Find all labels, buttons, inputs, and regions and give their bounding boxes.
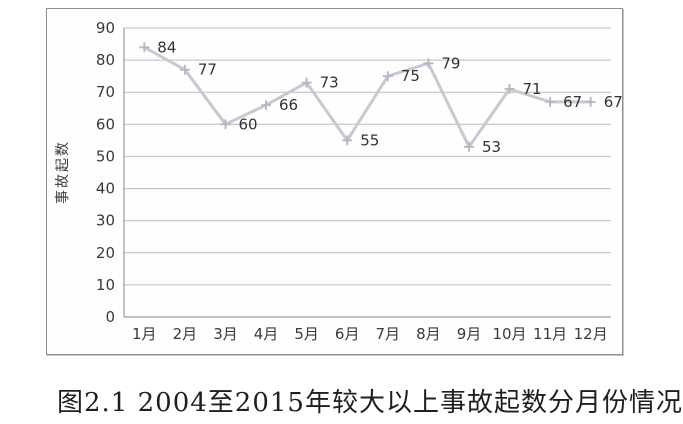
data-point-marker [139, 42, 150, 53]
data-point-marker [545, 96, 556, 107]
chart-frame: 0 10 20 30 40 50 60 70 80 90 1月 2月 3月 4月 5月 6月 7月 8月 9月 10月… [46, 8, 623, 355]
data-label: 67 [563, 93, 582, 111]
x-tick-label: 12月 [574, 325, 608, 343]
data-point-marker [301, 77, 312, 88]
x-tick-label: 3月 [213, 325, 238, 343]
data-point-marker [464, 141, 474, 152]
y-tick-label: 80 [96, 51, 115, 69]
data-label: 55 [360, 131, 379, 149]
series-line [142, 45, 593, 149]
data-point-marker [342, 135, 353, 146]
x-tick-label: 4月 [254, 325, 279, 343]
data-label: 75 [401, 67, 420, 85]
data-point-marker [585, 96, 596, 107]
x-tick-label: 10月 [492, 325, 526, 343]
data-label: 71 [523, 80, 542, 98]
data-label: 53 [482, 138, 501, 156]
y-tick-label: 40 [96, 180, 115, 198]
data-label: 79 [441, 54, 460, 72]
data-label: 66 [279, 96, 298, 114]
y-tick-label: 10 [96, 276, 115, 294]
y-tick-label: 20 [96, 244, 115, 262]
data-point-marker [220, 119, 231, 130]
x-tick-label: 8月 [416, 325, 441, 343]
x-tick-label: 11月 [533, 325, 567, 343]
x-tick-label: 1月 [132, 325, 157, 343]
data-label: 77 [198, 61, 217, 79]
x-tick-label: 6月 [335, 325, 360, 343]
data-point-marker [382, 71, 393, 82]
y-tick-label: 0 [105, 308, 115, 326]
y-tick-label: 70 [96, 83, 115, 101]
line-chart: 0 10 20 30 40 50 60 70 80 90 1月 2月 3月 4月 5月 6月 7月 8月 9月 10月… [55, 19, 622, 343]
data-label: 84 [157, 38, 176, 56]
y-tick-label: 50 [96, 147, 115, 165]
y-tick-label: 60 [96, 115, 115, 133]
x-tick-label: 7月 [376, 325, 401, 343]
x-tick-label: 9月 [457, 325, 482, 343]
figure-caption: 图2.1 2004至2015年较大以上事故起数分月份情况 [57, 388, 683, 418]
data-point-marker [261, 100, 271, 111]
y-axis-title: 事故起数 [55, 140, 71, 204]
y-tick-label: 30 [96, 212, 115, 230]
data-point-marker [504, 84, 515, 94]
data-label: 67 [604, 93, 622, 111]
data-point-marker [179, 64, 190, 75]
x-tick-label: 2月 [173, 325, 198, 343]
data-label: 60 [239, 115, 258, 133]
data-label: 73 [320, 74, 339, 92]
y-tick-label: 90 [96, 19, 115, 37]
data-point-marker [423, 58, 434, 69]
x-tick-label: 5月 [294, 325, 319, 343]
